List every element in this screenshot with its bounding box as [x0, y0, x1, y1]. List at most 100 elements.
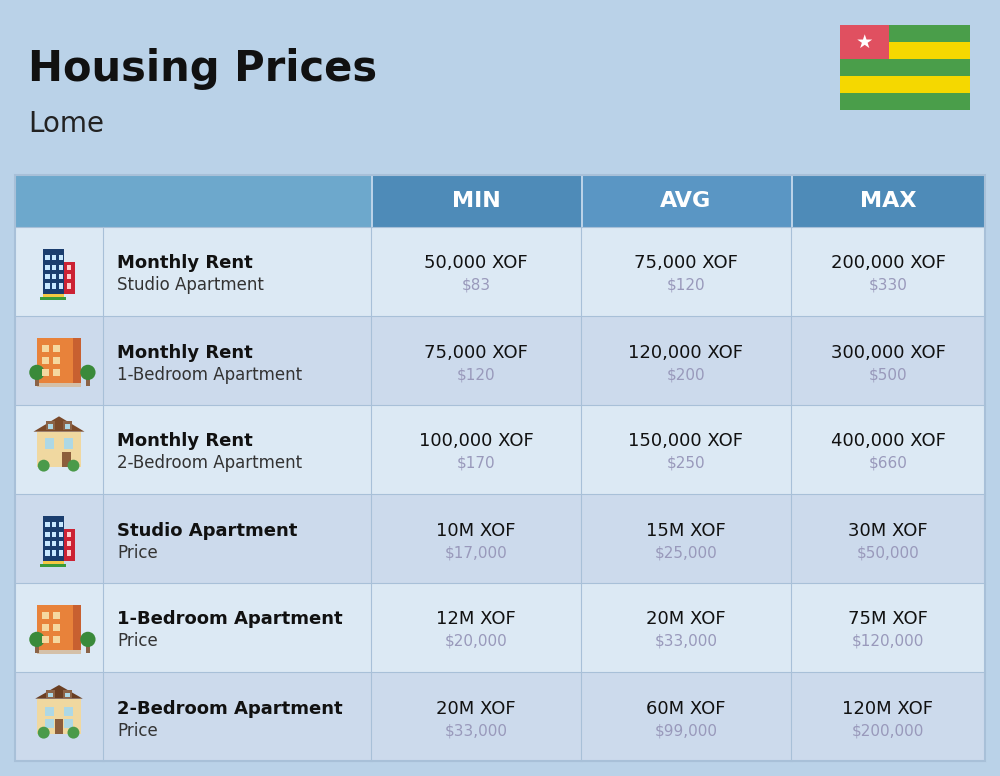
Text: $170: $170	[457, 456, 495, 471]
Bar	[15, 316, 985, 405]
Bar	[40, 297, 66, 300]
Bar	[52, 522, 56, 528]
Text: $50,000: $50,000	[857, 545, 919, 560]
Bar	[43, 560, 64, 564]
Bar	[45, 550, 50, 556]
Text: $120: $120	[667, 278, 705, 293]
Bar	[37, 338, 81, 383]
Bar	[45, 255, 50, 261]
Bar	[42, 636, 49, 643]
Text: Housing Prices: Housing Prices	[28, 48, 377, 90]
Text: $33,000: $33,000	[654, 634, 718, 649]
Text: 100,000 XOF: 100,000 XOF	[419, 432, 533, 451]
Text: $33,000: $33,000	[444, 723, 508, 738]
Bar	[62, 452, 71, 467]
Text: Price: Price	[117, 543, 158, 562]
Text: Monthly Rent: Monthly Rent	[117, 432, 253, 451]
Text: $200,000: $200,000	[852, 723, 924, 738]
Bar	[840, 25, 889, 59]
Bar	[42, 345, 49, 352]
Bar	[48, 693, 53, 697]
Text: Monthly Rent: Monthly Rent	[117, 255, 253, 272]
Bar	[583, 175, 791, 227]
Bar	[840, 76, 970, 93]
Bar	[53, 357, 60, 364]
Text: Studio Apartment: Studio Apartment	[117, 276, 264, 295]
Bar	[35, 376, 39, 386]
Bar	[67, 532, 71, 537]
Text: 2-Bedroom Apartment: 2-Bedroom Apartment	[117, 455, 302, 473]
Bar	[63, 421, 72, 430]
Bar	[15, 175, 371, 227]
Bar	[37, 650, 81, 654]
Bar	[52, 550, 56, 556]
Bar	[840, 59, 970, 76]
Circle shape	[29, 365, 45, 380]
Text: $660: $660	[869, 456, 907, 471]
Text: Lome: Lome	[28, 110, 104, 138]
Text: $330: $330	[869, 278, 907, 293]
Text: Price: Price	[117, 722, 158, 740]
Bar	[86, 376, 90, 386]
Text: $83: $83	[461, 278, 491, 293]
Text: 10M XOF: 10M XOF	[436, 521, 516, 539]
Text: 75,000 XOF: 75,000 XOF	[424, 344, 528, 362]
Text: $500: $500	[869, 367, 907, 382]
Bar	[55, 719, 63, 734]
Bar	[67, 541, 71, 546]
Bar	[43, 249, 64, 293]
Bar	[53, 612, 60, 619]
Bar	[37, 383, 81, 387]
Bar	[65, 424, 70, 429]
Bar	[67, 550, 71, 556]
Text: MIN: MIN	[452, 191, 500, 211]
Bar	[45, 707, 54, 715]
Polygon shape	[34, 417, 84, 431]
Circle shape	[67, 459, 79, 472]
Text: ★: ★	[856, 33, 873, 51]
Bar	[40, 564, 66, 567]
Circle shape	[38, 459, 50, 472]
Bar	[35, 643, 39, 653]
Bar	[15, 405, 985, 494]
Bar	[52, 532, 56, 537]
Bar	[73, 338, 81, 383]
Text: $200: $200	[667, 367, 705, 382]
Bar	[45, 541, 50, 546]
Bar	[42, 369, 49, 376]
Text: Monthly Rent: Monthly Rent	[117, 344, 253, 362]
Bar	[64, 438, 73, 449]
Bar	[59, 274, 63, 279]
Text: $25,000: $25,000	[655, 545, 717, 560]
Bar	[59, 265, 63, 270]
Bar	[43, 293, 64, 297]
Bar	[59, 283, 63, 289]
Text: 60M XOF: 60M XOF	[646, 699, 726, 718]
Text: 12M XOF: 12M XOF	[436, 611, 516, 629]
Text: 75,000 XOF: 75,000 XOF	[634, 255, 738, 272]
Bar	[45, 265, 50, 270]
Bar	[59, 541, 63, 546]
Bar	[59, 532, 63, 537]
Bar	[373, 175, 581, 227]
Bar	[46, 690, 55, 698]
Bar	[46, 421, 55, 430]
Bar	[45, 522, 50, 528]
Bar	[73, 605, 81, 650]
Bar	[67, 265, 71, 270]
Bar	[15, 672, 985, 761]
Text: $99,000: $99,000	[654, 723, 718, 738]
Bar	[53, 636, 60, 643]
Text: AVG: AVG	[660, 191, 712, 211]
Circle shape	[80, 365, 96, 380]
Text: $250: $250	[667, 456, 705, 471]
Bar	[15, 227, 985, 316]
Bar	[45, 274, 50, 279]
Text: 75M XOF: 75M XOF	[848, 611, 928, 629]
Text: Price: Price	[117, 632, 158, 650]
Bar	[15, 175, 985, 761]
Bar	[59, 550, 63, 556]
Polygon shape	[35, 685, 83, 698]
Bar	[64, 528, 75, 560]
Text: MAX: MAX	[860, 191, 916, 211]
